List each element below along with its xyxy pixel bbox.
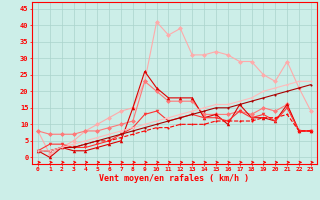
X-axis label: Vent moyen/en rafales ( km/h ): Vent moyen/en rafales ( km/h )	[100, 174, 249, 183]
